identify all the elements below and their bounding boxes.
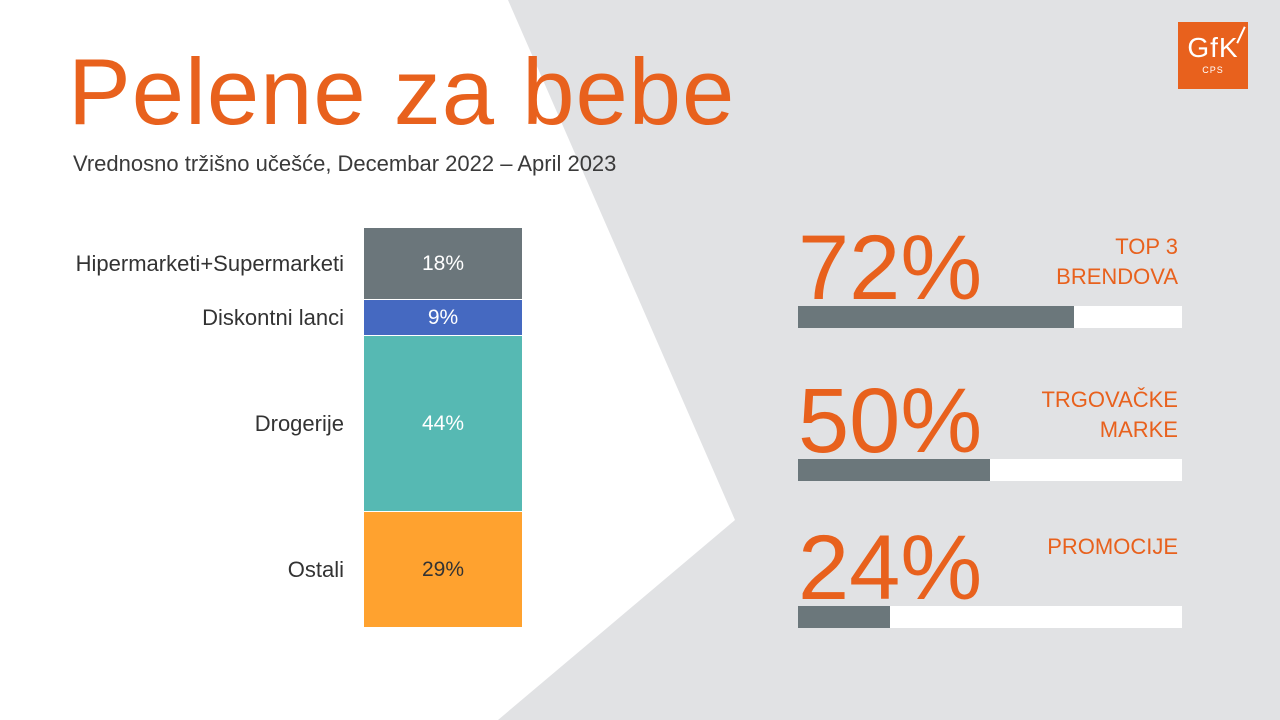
bar-segment: 18%: [364, 228, 522, 300]
kpi-label: TRGOVAČKE MARKE: [1041, 387, 1178, 442]
page-subtitle: Vrednosno tržišno učešće, Decembar 2022 …: [73, 151, 617, 176]
kpi-bar-fill: [798, 459, 990, 481]
kpi-value: 50%: [798, 370, 983, 472]
logo-sub: CPS: [1202, 65, 1224, 75]
data-label: 9%: [427, 305, 459, 329]
page-title: Pelene za bebe: [68, 39, 736, 144]
kpi-bar-fill: [798, 306, 1075, 328]
bar-segment: 44%: [364, 336, 522, 512]
logo-brand: GfK: [1187, 32, 1239, 63]
data-label: 44%: [421, 411, 465, 435]
kpi-value: 24%: [798, 517, 983, 619]
kpi-bar-fill: [798, 606, 891, 628]
stacked-bar-chart: 18% 9% 44% 29%: [364, 228, 522, 628]
category-label: Diskontni lanci: [202, 305, 344, 330]
data-label: 18%: [421, 251, 465, 275]
bar-segment: 29%: [364, 512, 522, 628]
category-label: Ostali: [287, 557, 344, 582]
kpi-bar-track: [798, 459, 1182, 481]
bar-segment: 9%: [364, 300, 522, 336]
kpi-bar-track: [798, 306, 1182, 328]
kpi-label: PROMOCIJE: [1047, 534, 1178, 559]
kpi-value: 72%: [798, 217, 983, 319]
data-label: 29%: [421, 557, 465, 581]
category-label: Drogerije: [254, 411, 344, 436]
kpi-label: TOP 3 BRENDOVA: [1056, 234, 1178, 289]
kpi-bar-track: [798, 606, 1182, 628]
gfk-logo: GfK CPS: [1178, 22, 1248, 89]
category-label: Hipermarketi+Supermarketi: [75, 251, 344, 276]
